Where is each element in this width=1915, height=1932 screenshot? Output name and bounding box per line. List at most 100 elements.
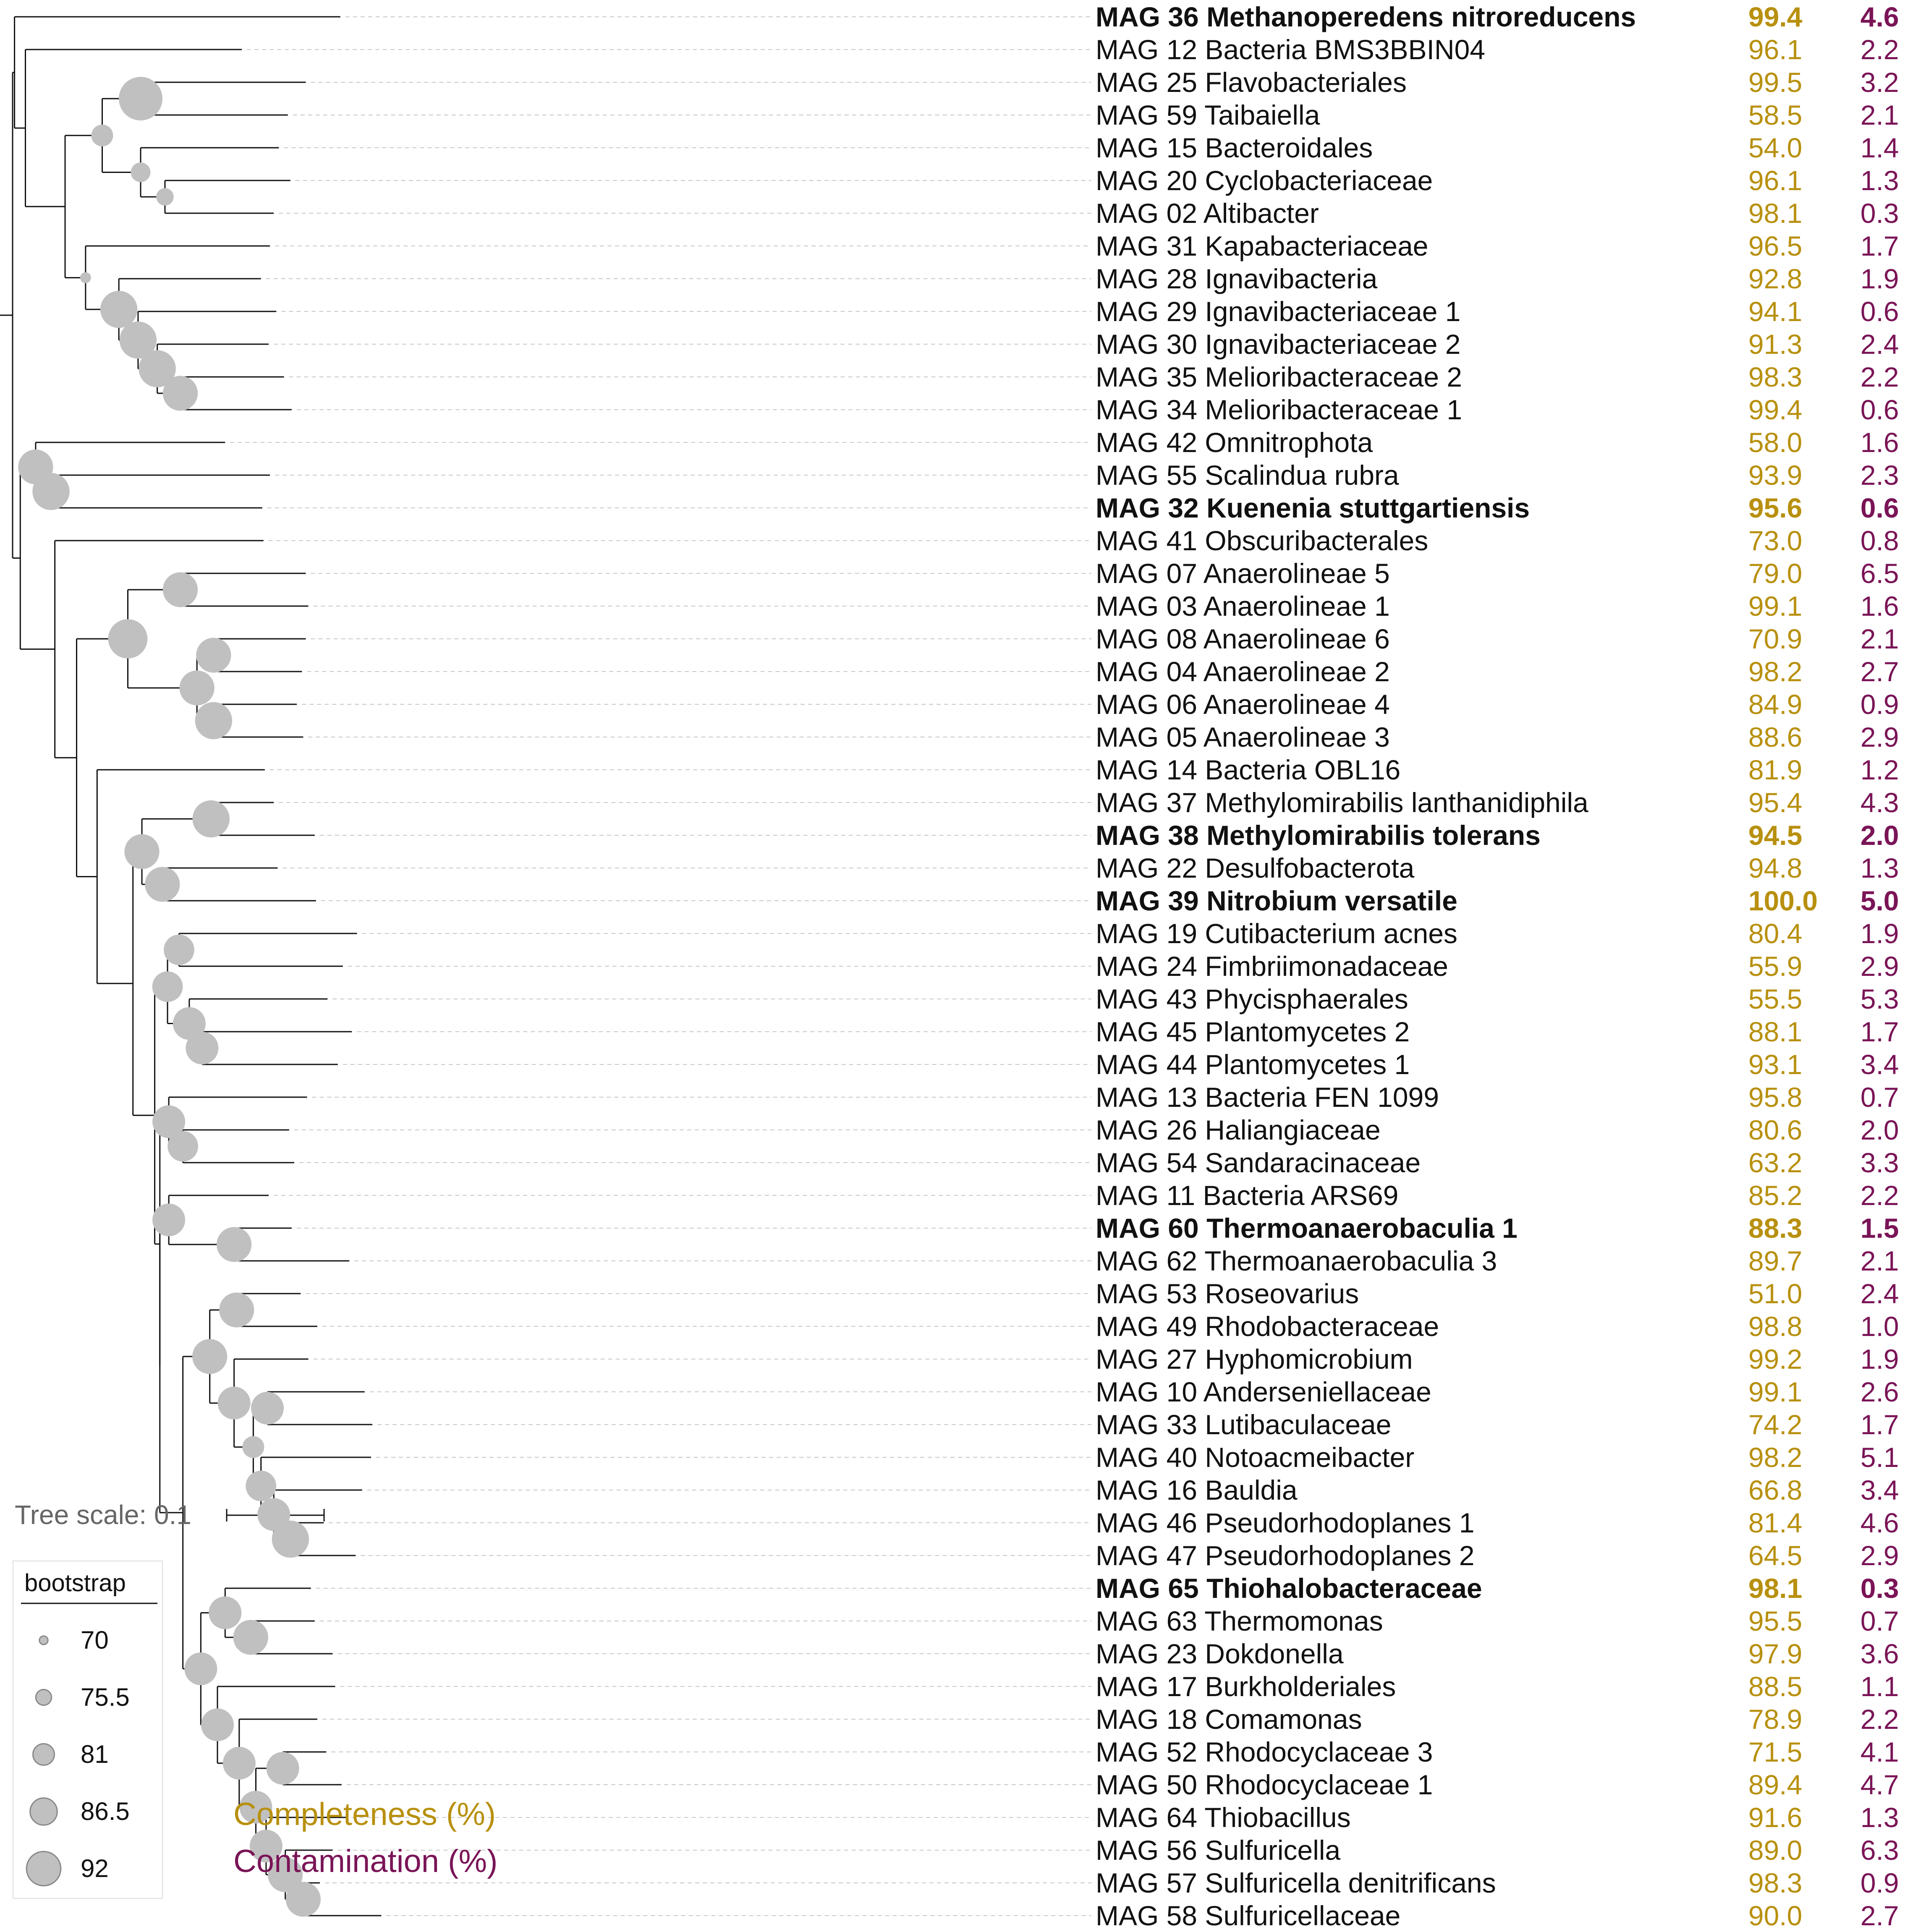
contamination-value: 4.6 — [1860, 1507, 1899, 1538]
bootstrap-node — [192, 800, 230, 838]
bootstrap-legend-circle — [32, 1743, 55, 1766]
taxon-label: MAG 12 Bacteria BMS3BBIN04 — [1096, 34, 1486, 65]
taxon-label: MAG 16 Bauldia — [1096, 1474, 1298, 1506]
completeness-value: 99.1 — [1748, 591, 1803, 622]
bootstrap-node — [91, 124, 113, 146]
contamination-value: 1.2 — [1860, 754, 1899, 785]
taxon-label: MAG 55 Scalindua rubra — [1096, 460, 1399, 491]
bootstrap-legend-value: 92 — [81, 1854, 109, 1882]
contamination-value: 2.0 — [1860, 1114, 1899, 1145]
completeness-value: 95.4 — [1748, 787, 1803, 818]
bootstrap-node — [156, 188, 174, 206]
taxon-label: MAG 40 Notoacmeibacter — [1096, 1442, 1415, 1473]
contamination-value: 0.6 — [1860, 492, 1899, 523]
bootstrap-node — [139, 350, 176, 387]
bootstrap-node — [217, 1227, 252, 1262]
contamination-value: 2.2 — [1860, 361, 1899, 392]
contamination-value: 4.1 — [1860, 1736, 1899, 1767]
taxon-label: MAG 45 Plantomycetes 2 — [1096, 1016, 1410, 1047]
bootstrap-node — [162, 572, 198, 607]
taxon-label: MAG 47 Pseudorhodoplanes 2 — [1096, 1540, 1475, 1571]
contamination-value: 0.3 — [1860, 198, 1899, 229]
contamination-value: 2.1 — [1860, 99, 1899, 131]
contamination-value: 5.3 — [1860, 983, 1899, 1014]
bootstrap-node — [209, 1596, 242, 1629]
contamination-value: 3.6 — [1860, 1638, 1899, 1669]
completeness-value: 96.1 — [1748, 165, 1803, 196]
completeness-value: 98.1 — [1748, 1573, 1803, 1604]
contamination-value: 3.2 — [1860, 67, 1899, 98]
taxon-label: MAG 10 Anderseniellaceae — [1096, 1376, 1431, 1407]
contamination-value: 2.6 — [1860, 1376, 1899, 1407]
contamination-value: 0.7 — [1860, 1605, 1899, 1637]
taxon-label: MAG 58 Sulfuricellaceae — [1096, 1900, 1401, 1931]
taxon-label: MAG 35 Melioribacteraceae 2 — [1096, 361, 1462, 392]
contamination-value: 0.9 — [1860, 1867, 1899, 1898]
contamination-value: 1.3 — [1860, 852, 1899, 884]
bootstrap-node — [196, 638, 231, 673]
bootstrap-legend-circle — [29, 1797, 58, 1826]
contamination-value: 2.9 — [1860, 1540, 1899, 1571]
completeness-key: Completeness (%) — [233, 1796, 496, 1832]
contamination-value: 2.9 — [1860, 722, 1899, 753]
taxon-label: MAG 36 Methanoperedens nitroreducens — [1096, 1, 1636, 32]
taxon-label: MAG 15 Bacteroidales — [1096, 132, 1373, 163]
taxon-label: MAG 05 Anaerolineae 3 — [1096, 722, 1390, 753]
bootstrap-node — [119, 77, 162, 120]
taxon-label: MAG 64 Thiobacillus — [1096, 1802, 1351, 1833]
completeness-value: 54.0 — [1748, 132, 1803, 163]
taxon-label: MAG 11 Bacteria ARS69 — [1096, 1180, 1399, 1211]
completeness-value: 99.2 — [1748, 1344, 1803, 1375]
completeness-value: 58.5 — [1748, 99, 1803, 131]
bootstrap-node — [145, 867, 180, 902]
taxon-label: MAG 19 Cutibacterium acnes — [1096, 918, 1458, 949]
bootstrap-node — [251, 1392, 284, 1425]
bootstrap-node — [219, 1292, 254, 1328]
completeness-value: 88.1 — [1748, 1016, 1803, 1047]
completeness-value: 63.2 — [1748, 1147, 1803, 1178]
contamination-value: 0.3 — [1860, 1573, 1899, 1604]
bootstrap-legend-circle — [26, 1851, 62, 1887]
taxon-label: MAG 20 Cyclobacteriaceae — [1096, 165, 1433, 196]
taxon-label: MAG 27 Hyphomicrobium — [1096, 1344, 1413, 1375]
taxon-label: MAG 54 Sandaracinaceae — [1096, 1147, 1421, 1178]
bootstrap-node — [272, 1520, 309, 1558]
contamination-value: 2.1 — [1860, 1245, 1899, 1276]
bootstrap-legend — [13, 1561, 163, 1899]
taxon-label: MAG 43 Phycisphaerales — [1096, 983, 1408, 1014]
contamination-key: Contamination (%) — [233, 1843, 498, 1879]
contamination-value: 2.3 — [1860, 460, 1899, 491]
completeness-value: 88.3 — [1748, 1213, 1803, 1244]
tree-scale-label: Tree scale: 0.1 — [15, 1500, 191, 1530]
bootstrap-node — [152, 971, 183, 1002]
bootstrap-node — [179, 670, 215, 706]
bootstrap-node — [266, 1752, 299, 1785]
completeness-value: 80.6 — [1748, 1114, 1803, 1145]
completeness-value: 99.4 — [1748, 394, 1803, 425]
taxon-label: MAG 22 Desulfobacterota — [1096, 852, 1415, 884]
contamination-value: 0.6 — [1860, 394, 1899, 425]
bootstrap-node — [192, 1339, 228, 1374]
bootstrap-node — [152, 1105, 186, 1138]
completeness-value: 94.1 — [1748, 296, 1803, 327]
completeness-value: 88.5 — [1748, 1671, 1803, 1702]
bootstrap-legend-circle — [35, 1689, 52, 1706]
contamination-value: 3.3 — [1860, 1147, 1899, 1178]
contamination-value: 1.7 — [1860, 1409, 1899, 1440]
bootstrap-node — [268, 1857, 303, 1893]
taxon-label: MAG 34 Melioribacteraceae 1 — [1096, 394, 1462, 425]
contamination-value: 0.6 — [1860, 296, 1899, 327]
taxon-label: MAG 24 Fimbriimonadaceae — [1096, 951, 1449, 982]
taxon-label: MAG 50 Rhodocyclaceae 1 — [1096, 1769, 1433, 1800]
completeness-value: 98.3 — [1748, 1867, 1803, 1898]
contamination-value: 1.4 — [1860, 132, 1899, 163]
taxon-label: MAG 14 Bacteria OBL16 — [1096, 754, 1401, 785]
bootstrap-node — [80, 272, 91, 283]
bootstrap-node — [108, 619, 148, 659]
bootstrap-node — [18, 449, 53, 485]
bootstrap-node — [285, 1882, 321, 1917]
taxon-label: MAG 17 Burkholderiales — [1096, 1671, 1396, 1702]
taxon-label: MAG 31 Kapabacteriaceae — [1096, 230, 1428, 261]
bootstrap-node — [242, 1436, 264, 1458]
bootstrap-node — [217, 1386, 251, 1420]
